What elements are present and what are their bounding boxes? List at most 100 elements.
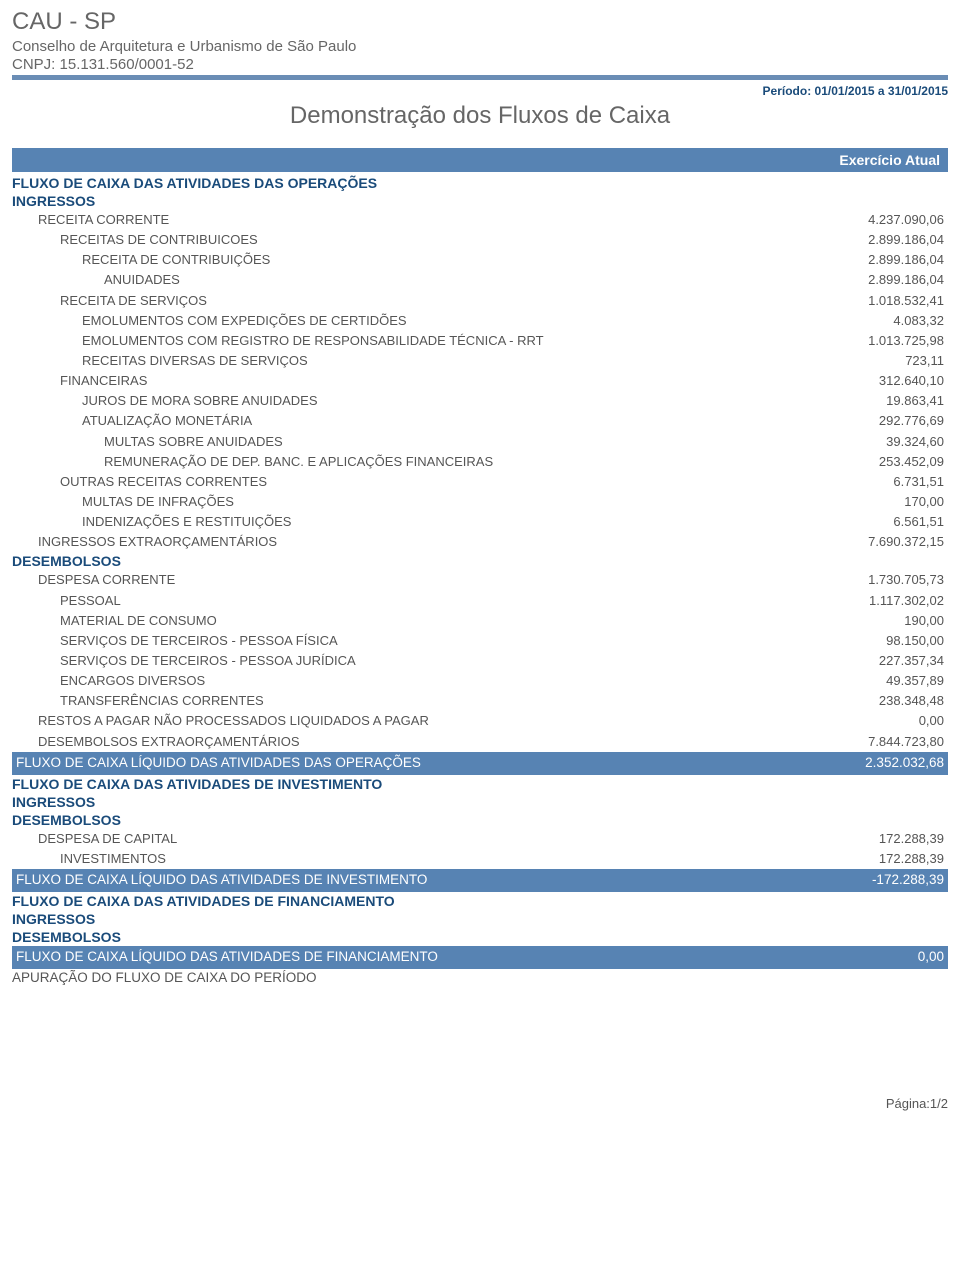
period-label: Período: 01/01/2015 a 31/01/2015 [12,84,948,98]
row-label: SERVIÇOS DE TERCEIROS - PESSOA JURÍDICA [16,651,867,671]
section-heading: INGRESSOS [12,793,948,811]
section-heading: DESEMBOLSOS [12,928,948,946]
row-value: 292.776,69 [867,411,944,431]
table-row: MULTAS SOBRE ANUIDADES39.324,60 [12,432,948,452]
row-value: 19.863,41 [874,391,944,411]
cash-flow-table: FLUXO DE CAIXA DAS ATIVIDADES DAS OPERAÇ… [12,174,948,986]
table-row: EMOLUMENTOS COM EXPEDIÇÕES DE CERTIDÕES4… [12,311,948,331]
table-row: RECEITA CORRENTE4.237.090,06 [12,210,948,230]
subtotal-label: FLUXO DE CAIXA LÍQUIDO DAS ATIVIDADES DE… [16,870,860,891]
table-row: SERVIÇOS DE TERCEIROS - PESSOA JURÍDICA2… [12,651,948,671]
section-heading: INGRESSOS [12,192,948,210]
subtotal-row: FLUXO DE CAIXA LÍQUIDO DAS ATIVIDADES DE… [12,869,948,892]
table-row: OUTRAS RECEITAS CORRENTES6.731,51 [12,472,948,492]
row-value: 172.288,39 [867,849,944,869]
row-label: RECEITA DE CONTRIBUIÇÕES [16,250,856,270]
table-row: ATUALIZAÇÃO MONETÁRIA292.776,69 [12,411,948,431]
table-row: RECEITAS DIVERSAS DE SERVIÇOS723,11 [12,351,948,371]
section-heading: FLUXO DE CAIXA DAS ATIVIDADES DAS OPERAÇ… [12,174,948,192]
subtotal-label: FLUXO DE CAIXA LÍQUIDO DAS ATIVIDADES DA… [16,753,853,774]
table-row: INDENIZAÇÕES E RESTITUIÇÕES6.561,51 [12,512,948,532]
row-value: 98.150,00 [874,631,944,651]
table-row: MULTAS DE INFRAÇÕES170,00 [12,492,948,512]
row-value: 227.357,34 [867,651,944,671]
subtotal-row: FLUXO DE CAIXA LÍQUIDO DAS ATIVIDADES DE… [12,946,948,969]
row-label: RECEITAS DIVERSAS DE SERVIÇOS [16,351,893,371]
table-row: DESPESA DE CAPITAL172.288,39 [12,829,948,849]
table-row: EMOLUMENTOS COM REGISTRO DE RESPONSABILI… [12,331,948,351]
table-row: DESPESA CORRENTE1.730.705,73 [12,570,948,590]
subtotal-value: 2.352.032,68 [853,753,944,774]
section-heading: DESEMBOLSOS [12,811,948,829]
document-title: Demonstração dos Fluxos de Caixa [12,102,948,130]
section-heading: DESEMBOLSOS [12,552,948,570]
row-label: EMOLUMENTOS COM REGISTRO DE RESPONSABILI… [16,331,856,351]
row-value: 4.083,32 [881,311,944,331]
header-divider [12,75,948,80]
row-label: INGRESSOS EXTRAORÇAMENTÁRIOS [16,532,856,552]
row-value: 2.899.186,04 [856,250,944,270]
row-value: 1.018.532,41 [856,291,944,311]
table-row: ANUIDADES2.899.186,04 [12,270,948,290]
row-value: 39.324,60 [874,432,944,452]
table-row: PESSOAL1.117.302,02 [12,591,948,611]
subtotal-row: FLUXO DE CAIXA LÍQUIDO DAS ATIVIDADES DA… [12,752,948,775]
row-label: DESPESA CORRENTE [16,570,856,590]
org-acronym: CAU - SP [12,8,948,36]
table-row: FINANCEIRAS312.640,10 [12,371,948,391]
row-label: RECEITA DE SERVIÇOS [16,291,856,311]
section-heading: FLUXO DE CAIXA DAS ATIVIDADES DE FINANCI… [12,892,948,910]
row-label: RECEITA CORRENTE [16,210,856,230]
row-label: DESPESA DE CAPITAL [16,829,867,849]
section-heading: FLUXO DE CAIXA DAS ATIVIDADES DE INVESTI… [12,775,948,793]
row-label: RECEITAS DE CONTRIBUICOES [16,230,856,250]
table-row: REMUNERAÇÃO DE DEP. BANC. E APLICAÇÕES F… [12,452,948,472]
subtotal-value: 0,00 [906,947,944,968]
row-value: 4.237.090,06 [856,210,944,230]
table-row: RESTOS A PAGAR NÃO PROCESSADOS LIQUIDADO… [12,711,948,731]
row-label: ATUALIZAÇÃO MONETÁRIA [16,411,867,431]
table-row: TRANSFERÊNCIAS CORRENTES238.348,48 [12,691,948,711]
row-label: DESEMBOLSOS EXTRAORÇAMENTÁRIOS [16,732,856,752]
row-value: 1.117.302,02 [857,591,944,611]
row-value: 1.730.705,73 [856,570,944,590]
row-value: 190,00 [892,611,944,631]
row-label: EMOLUMENTOS COM EXPEDIÇÕES DE CERTIDÕES [16,311,881,331]
row-value: 723,11 [893,351,944,371]
row-value: 2.899.186,04 [856,270,944,290]
row-label: SERVIÇOS DE TERCEIROS - PESSOA FÍSICA [16,631,874,651]
table-row: RECEITA DE CONTRIBUIÇÕES2.899.186,04 [12,250,948,270]
row-value: 6.731,51 [881,472,944,492]
row-label: MULTAS DE INFRAÇÕES [16,492,892,512]
column-header: Exercício Atual [12,148,948,172]
row-label: RESTOS A PAGAR NÃO PROCESSADOS LIQUIDADO… [16,711,907,731]
row-label: PESSOAL [16,591,857,611]
table-row: INGRESSOS EXTRAORÇAMENTÁRIOS7.690.372,15 [12,532,948,552]
row-value: 172.288,39 [867,829,944,849]
row-label: INDENIZAÇÕES E RESTITUIÇÕES [16,512,881,532]
subtotal-label: FLUXO DE CAIXA LÍQUIDO DAS ATIVIDADES DE… [16,947,906,968]
row-label: MATERIAL DE CONSUMO [16,611,892,631]
table-row: DESEMBOLSOS EXTRAORÇAMENTÁRIOS7.844.723,… [12,732,948,752]
row-value: 7.844.723,80 [856,732,944,752]
table-row: RECEITAS DE CONTRIBUICOES2.899.186,04 [12,230,948,250]
row-value: 312.640,10 [867,371,944,391]
table-row: INVESTIMENTOS172.288,39 [12,849,948,869]
subtotal-value: -172.288,39 [860,870,944,891]
row-value: 2.899.186,04 [856,230,944,250]
table-row: JUROS DE MORA SOBRE ANUIDADES19.863,41 [12,391,948,411]
row-label: JUROS DE MORA SOBRE ANUIDADES [16,391,874,411]
row-label: TRANSFERÊNCIAS CORRENTES [16,691,867,711]
row-label: REMUNERAÇÃO DE DEP. BANC. E APLICAÇÕES F… [16,452,867,472]
row-value: 7.690.372,15 [856,532,944,552]
row-value: 49.357,89 [874,671,944,691]
row-value: 170,00 [892,492,944,512]
org-cnpj: CNPJ: 15.131.560/0001-52 [12,56,948,73]
row-value: 238.348,48 [867,691,944,711]
table-row: RECEITA DE SERVIÇOS1.018.532,41 [12,291,948,311]
table-row: MATERIAL DE CONSUMO190,00 [12,611,948,631]
row-value: 1.013.725,98 [856,331,944,351]
summary-heading: APURAÇÃO DO FLUXO DE CAIXA DO PERÍODO [12,969,948,986]
row-value: 0,00 [907,711,944,731]
row-label: FINANCEIRAS [16,371,867,391]
